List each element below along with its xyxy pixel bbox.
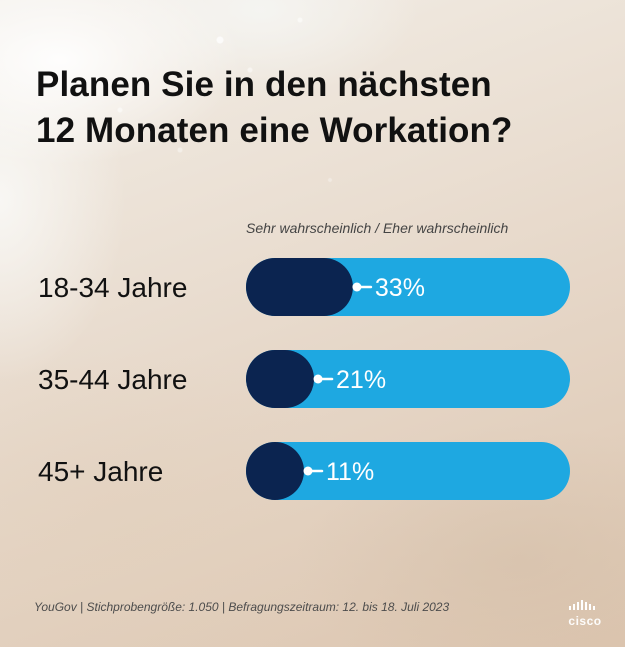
cisco-logo-text: cisco xyxy=(568,614,602,628)
chart-title-line-1: Planen Sie in den nächsten xyxy=(36,65,492,104)
category-label: 18-34 Jahre xyxy=(38,272,187,303)
bar-fill xyxy=(246,258,353,316)
bar-fill xyxy=(246,350,315,408)
bar-marker-dot xyxy=(313,374,323,384)
cisco-logo: cisco xyxy=(565,600,605,630)
chart-title-line-2: 12 Monaten eine Workation? xyxy=(36,111,513,150)
category-label: 35-44 Jahre xyxy=(38,364,187,395)
category-label: 45+ Jahre xyxy=(38,456,163,487)
bar-track xyxy=(246,350,570,408)
bar-marker-dot xyxy=(303,466,313,476)
bar-fill xyxy=(246,442,304,500)
cisco-logo-bars xyxy=(569,600,595,610)
bar-track xyxy=(246,442,570,500)
chart-legend: Sehr wahrscheinlich / Eher wahrscheinlic… xyxy=(246,220,509,236)
bar-value-label: 33% xyxy=(375,274,425,302)
bar-value-label: 11% xyxy=(326,458,374,486)
bar-value-label: 21% xyxy=(336,366,386,394)
bar-marker-dot xyxy=(352,282,362,292)
source-note: YouGov | Stichprobengröße: 1.050 | Befra… xyxy=(34,600,450,614)
chart-title: Planen Sie in den nächsten 12 Monaten ei… xyxy=(36,62,556,154)
